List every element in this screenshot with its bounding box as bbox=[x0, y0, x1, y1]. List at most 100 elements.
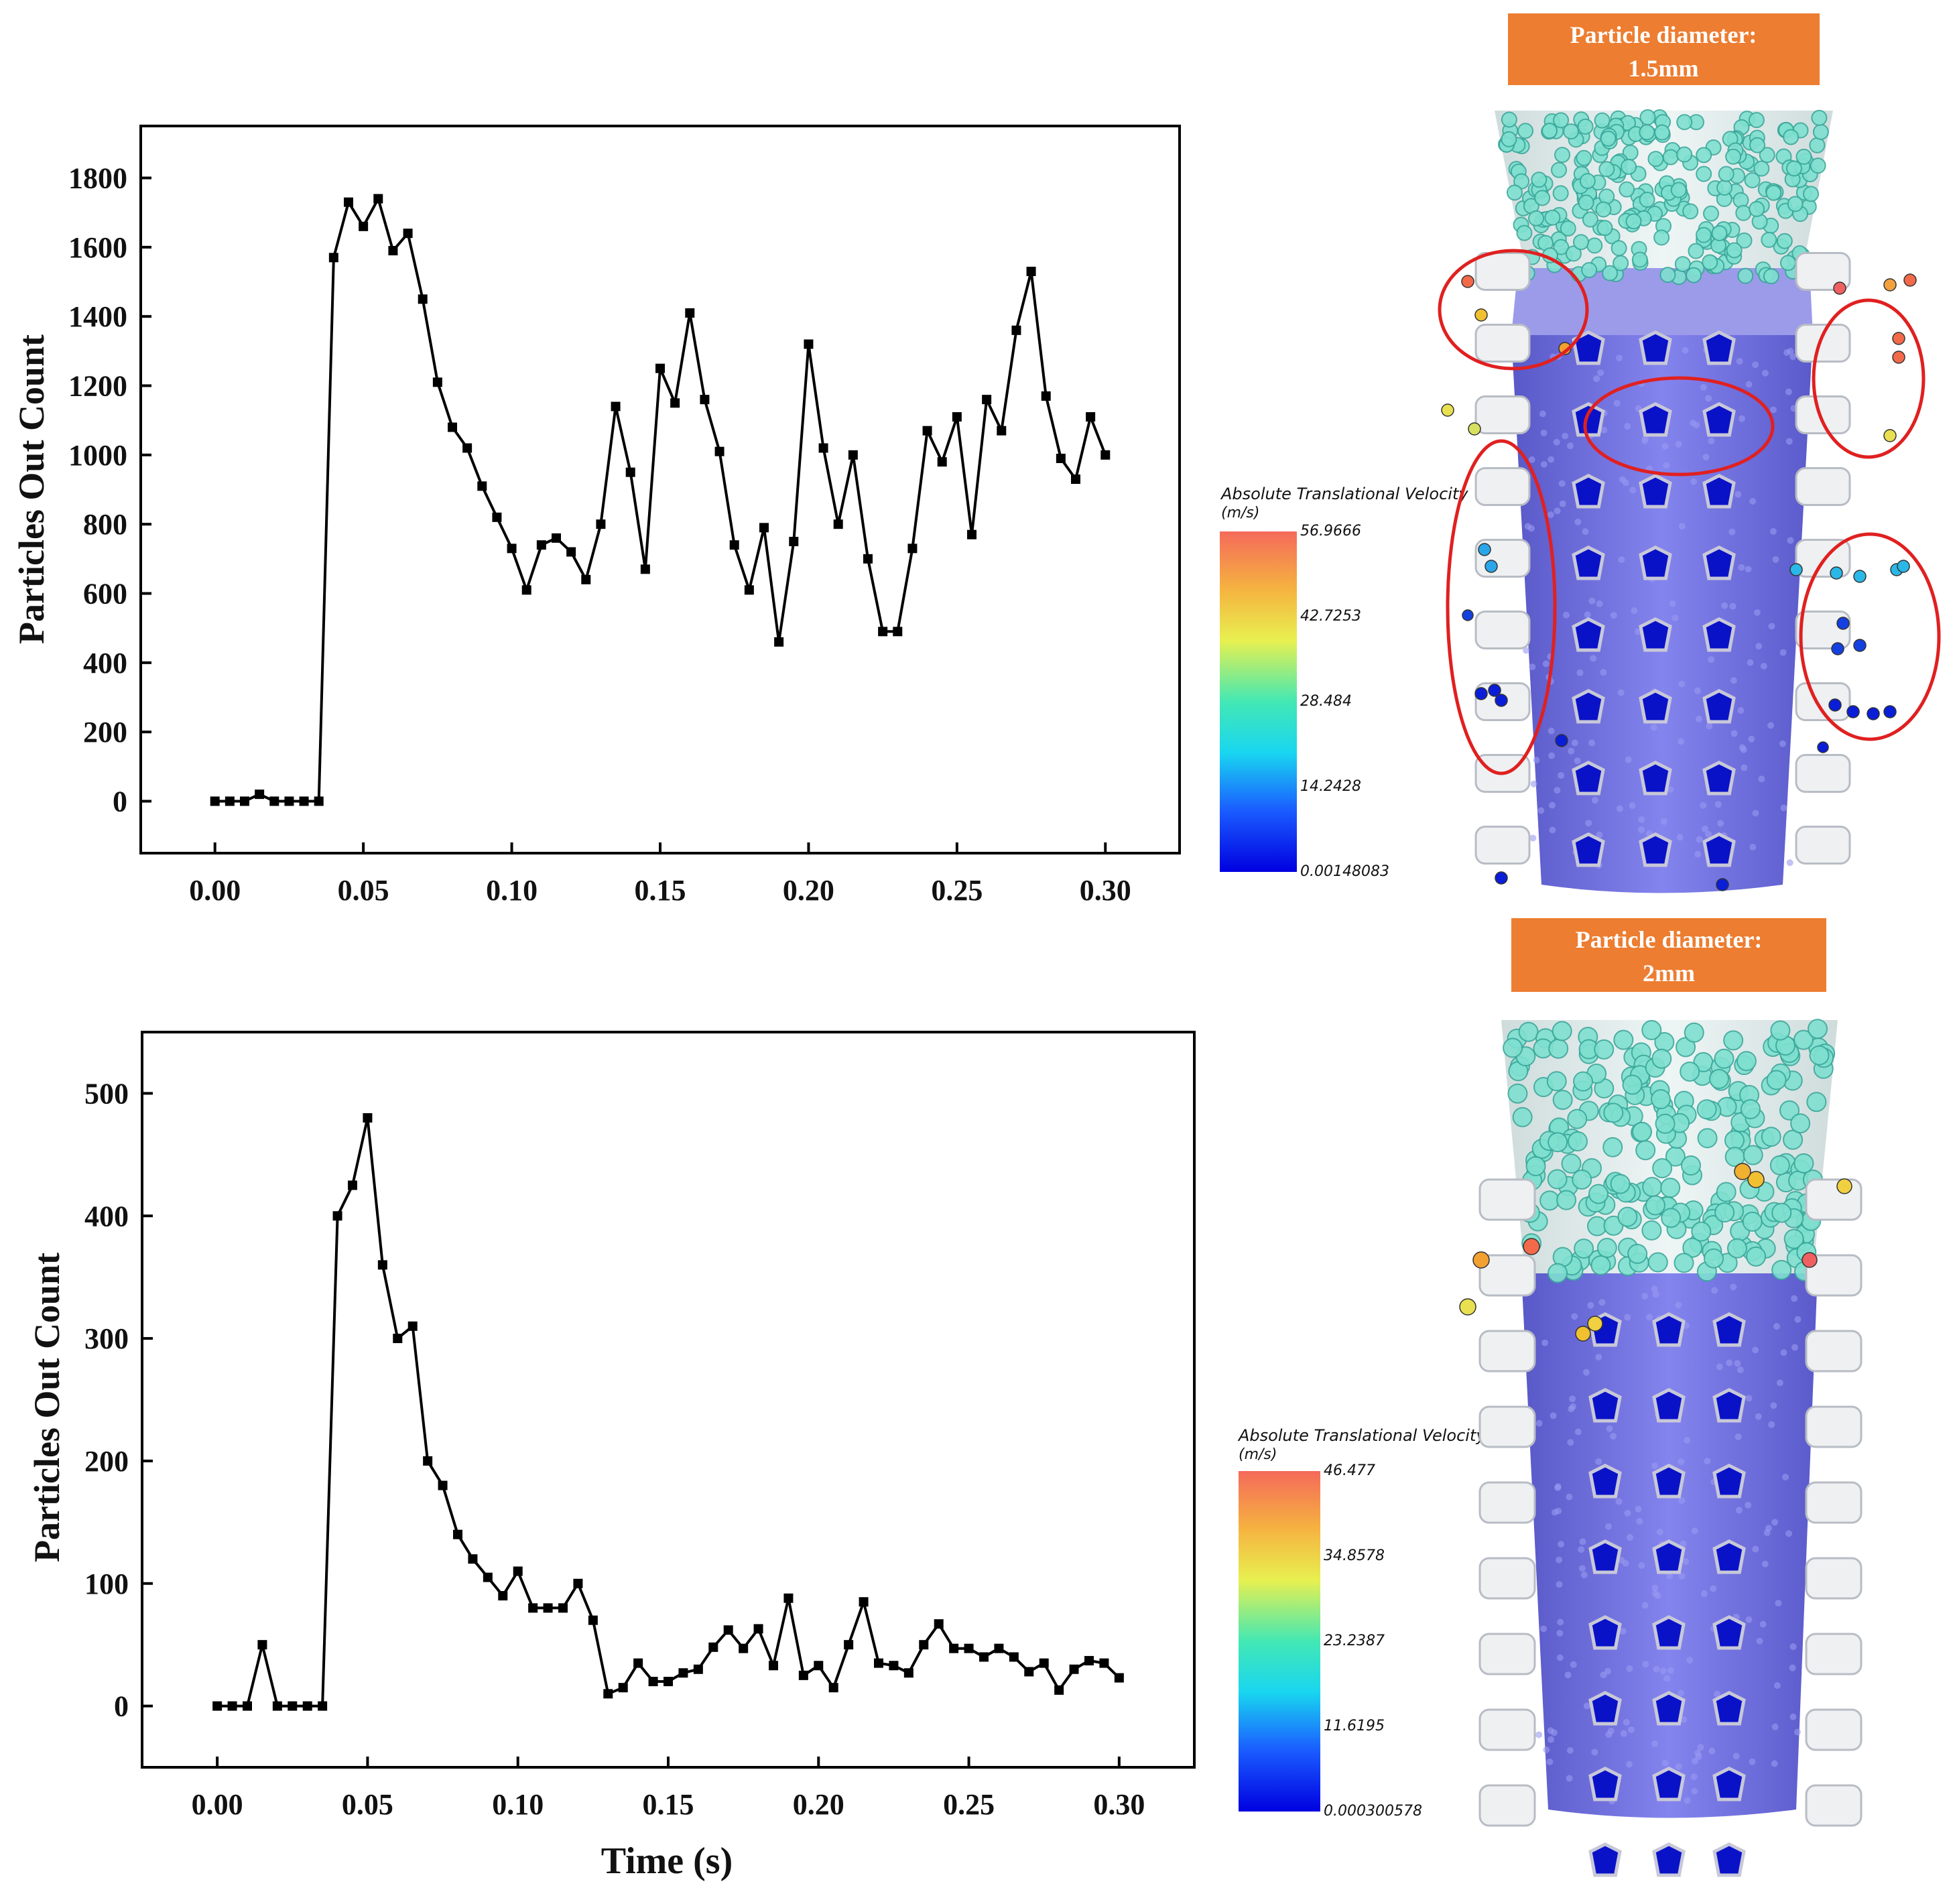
sleeve-particle bbox=[1622, 479, 1629, 487]
chart-2-data-point bbox=[1084, 1655, 1094, 1665]
sleeve-particle bbox=[1553, 438, 1560, 446]
chart-2-data-point bbox=[844, 1640, 854, 1650]
chart-2-data-point bbox=[828, 1683, 838, 1693]
chart-2-data-point bbox=[468, 1554, 478, 1564]
outlet-hole bbox=[1652, 1539, 1686, 1574]
sleeve-particle bbox=[1600, 669, 1607, 676]
packed-particle bbox=[1572, 1169, 1592, 1190]
outlet-hole bbox=[1712, 1767, 1746, 1801]
packed-particle bbox=[1674, 256, 1691, 273]
chart-2-data-point bbox=[558, 1603, 568, 1613]
sleeve-particle bbox=[1745, 1501, 1752, 1509]
sleeve-particle bbox=[1735, 1507, 1743, 1514]
packed-particle bbox=[1725, 148, 1742, 165]
sleeve-particle bbox=[1578, 1546, 1585, 1553]
escaping-particle bbox=[1867, 707, 1880, 720]
packed-particle bbox=[1647, 1252, 1668, 1273]
packed-particle bbox=[1572, 234, 1589, 251]
packed-particle bbox=[1704, 1248, 1724, 1269]
sleeve-particle bbox=[1558, 771, 1565, 779]
packed-particle bbox=[1688, 243, 1704, 259]
sleeve-particle bbox=[1787, 537, 1794, 544]
packed-particle bbox=[1743, 1145, 1763, 1165]
packed-particle bbox=[1803, 186, 1820, 202]
chart-1-data-point bbox=[818, 443, 828, 453]
sleeve-particle bbox=[1556, 1654, 1564, 1661]
sleeve-particle bbox=[1622, 1560, 1629, 1567]
outlet-hole bbox=[1702, 474, 1736, 509]
sleeve-particle bbox=[1605, 1523, 1613, 1530]
sleeve-particle bbox=[1782, 1473, 1789, 1480]
sleeve-particle bbox=[1562, 611, 1570, 619]
chart-2-data-point bbox=[798, 1670, 808, 1680]
sleeve-particle bbox=[1745, 381, 1753, 388]
packed-particle bbox=[1776, 233, 1793, 249]
sleeve-particle bbox=[1547, 511, 1554, 518]
sleeve-particle bbox=[1542, 660, 1550, 668]
chart-1-data-point bbox=[432, 377, 442, 387]
packed-particle bbox=[1582, 211, 1598, 228]
sleeve-particle bbox=[1554, 787, 1561, 794]
packed-particle bbox=[1586, 237, 1603, 254]
chart-1-data-point bbox=[744, 585, 754, 595]
chart-2-data-point bbox=[272, 1701, 282, 1711]
sleeve-particle bbox=[1620, 1730, 1627, 1737]
chart-2-y-axis-label: Particles Out Count bbox=[27, 1253, 67, 1562]
outlet-hole bbox=[1588, 1767, 1622, 1801]
outlet-hole bbox=[1712, 1464, 1746, 1499]
packed-particle bbox=[1525, 1156, 1546, 1177]
escaping-particle bbox=[1817, 741, 1829, 753]
sleeve-particle bbox=[1701, 825, 1708, 832]
chart-1-data-point bbox=[403, 229, 413, 239]
packed-particle bbox=[1563, 123, 1580, 140]
chart-1-data-point bbox=[922, 426, 932, 436]
nozzle-left bbox=[1478, 1254, 1536, 1297]
packed-particle bbox=[1670, 182, 1687, 198]
chart-1-data-point bbox=[210, 796, 220, 806]
nozzle-right bbox=[1805, 1708, 1863, 1751]
outlet-hole bbox=[1652, 1312, 1686, 1347]
packed-particle bbox=[1716, 180, 1733, 196]
nozzle-right bbox=[1805, 1784, 1863, 1827]
nozzle-right bbox=[1805, 1254, 1863, 1297]
packed-particle bbox=[1787, 196, 1804, 212]
chart-1-data-point bbox=[907, 544, 918, 554]
chart-1-y-tick-label: 800 bbox=[83, 508, 127, 541]
outlet-hole bbox=[1639, 546, 1672, 580]
packed-particle bbox=[1553, 112, 1570, 129]
outlet-hole bbox=[1588, 1842, 1622, 1877]
nozzle-right bbox=[1795, 252, 1851, 291]
sleeve-particle bbox=[1663, 462, 1670, 469]
chart-1-data-point bbox=[255, 789, 265, 800]
sleeve-particle bbox=[1631, 607, 1638, 614]
sleeve-particle bbox=[1660, 818, 1667, 825]
chart-2-y-tick-label: 200 bbox=[84, 1445, 129, 1478]
sleeve-particle bbox=[1571, 739, 1578, 747]
packed-particle bbox=[1726, 242, 1743, 259]
highlight-ellipse-upper-left bbox=[1438, 249, 1589, 371]
sleeve-particle bbox=[1566, 1493, 1573, 1501]
packed-particle bbox=[1702, 254, 1718, 271]
packed-particle bbox=[1723, 1030, 1744, 1051]
chart-1-data-point bbox=[625, 467, 635, 477]
escaping-particle bbox=[1883, 705, 1897, 718]
chart-2-data-point bbox=[257, 1640, 267, 1650]
sleeve-particle bbox=[1641, 1293, 1649, 1300]
panel-1-colorbar-unit: (m/s) bbox=[1221, 505, 1259, 521]
sleeve-particle bbox=[1770, 1402, 1777, 1409]
chart-1-x-tick-label: 0.10 bbox=[486, 874, 538, 907]
chart-2-data-point bbox=[783, 1593, 794, 1603]
sleeve-particle bbox=[1785, 438, 1793, 445]
packed-particle bbox=[1516, 225, 1533, 241]
sleeve-particle bbox=[1564, 1671, 1572, 1679]
sleeve-particle bbox=[1588, 597, 1596, 605]
escaping-particle bbox=[1883, 429, 1897, 442]
escaping-particle bbox=[1474, 308, 1488, 322]
sleeve-particle bbox=[1539, 410, 1546, 418]
chart-2-data-point bbox=[603, 1689, 613, 1699]
chart-1-5mm: 0 200 400 600 800 1000 1200 1400 1600 1800 0.00 0.… bbox=[11, 125, 1181, 907]
sleeve-particle bbox=[1636, 1517, 1643, 1525]
outlet-hole bbox=[1588, 1691, 1622, 1726]
sleeve-particle bbox=[1535, 1731, 1543, 1738]
packed-particle bbox=[1518, 1021, 1539, 1042]
